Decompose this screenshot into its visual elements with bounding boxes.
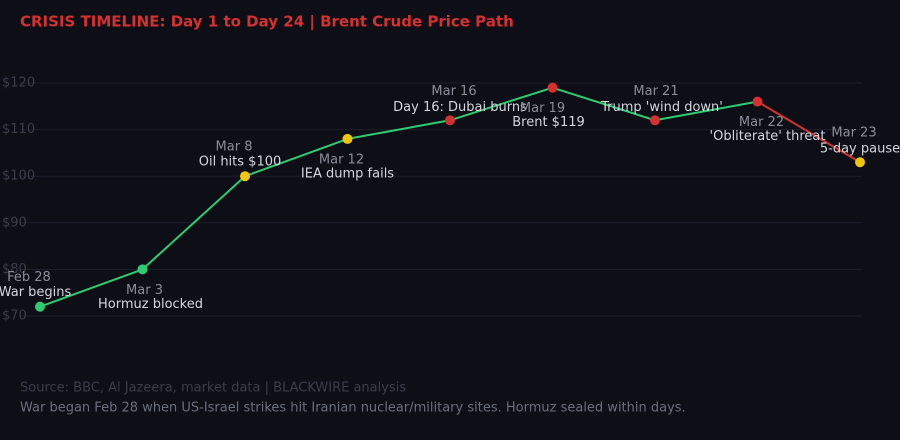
point-label: Brent $119 — [512, 115, 585, 130]
date-label: Mar 23 — [831, 126, 876, 141]
point-label: Hormuz blocked — [98, 297, 203, 312]
y-tick-label: $90 — [2, 215, 27, 230]
data-point — [445, 115, 455, 126]
data-point — [855, 157, 865, 168]
date-label: Mar 21 — [633, 84, 678, 99]
line-segment — [244, 137, 348, 178]
point-label: IEA dump fails — [301, 166, 394, 181]
line-segment — [347, 119, 451, 140]
date-label: Mar 16 — [431, 84, 476, 99]
note: War began Feb 28 when US-Israel strikes … — [20, 401, 686, 416]
date-label: Mar 8 — [216, 140, 253, 155]
data-point — [137, 264, 148, 275]
point-label: War begins — [0, 285, 72, 300]
date-label: Mar 12 — [319, 152, 364, 167]
line-segment — [39, 268, 143, 308]
data-point — [342, 133, 353, 144]
point-label: 'Obliterate' threat — [710, 129, 826, 144]
data-point — [650, 115, 660, 126]
point-label: Day 16: Dubai burns — [393, 100, 527, 115]
date-label: Feb 28 — [7, 270, 51, 285]
y-tick-label: $80 — [2, 262, 27, 277]
source: Source: BBC, Al Jazeera, market data | B… — [20, 381, 406, 396]
data-point — [35, 301, 45, 312]
date-label: Mar 22 — [739, 115, 784, 130]
point-label: Trump 'wind down' — [600, 100, 723, 115]
data-point — [752, 96, 763, 107]
data-point — [240, 171, 250, 182]
line-segment — [449, 86, 553, 122]
line-segment — [141, 175, 246, 271]
line-segment — [654, 100, 758, 122]
date-label: Mar 19 — [520, 101, 565, 116]
point-label: 5-day pause — [820, 142, 900, 157]
y-tick-label: $70 — [2, 309, 27, 324]
y-tick-label: $100 — [2, 169, 35, 184]
data-point — [547, 82, 558, 93]
line-segment — [552, 86, 656, 122]
y-tick-label: $110 — [2, 122, 35, 137]
y-tick-label: $120 — [2, 76, 35, 91]
date-label: Mar 3 — [126, 283, 163, 298]
line-segment — [756, 100, 861, 164]
point-label: Oil hits $100 — [199, 155, 282, 170]
chart-title: CRISIS TIMELINE: Day 1 to Day 24 | Brent… — [20, 13, 514, 32]
